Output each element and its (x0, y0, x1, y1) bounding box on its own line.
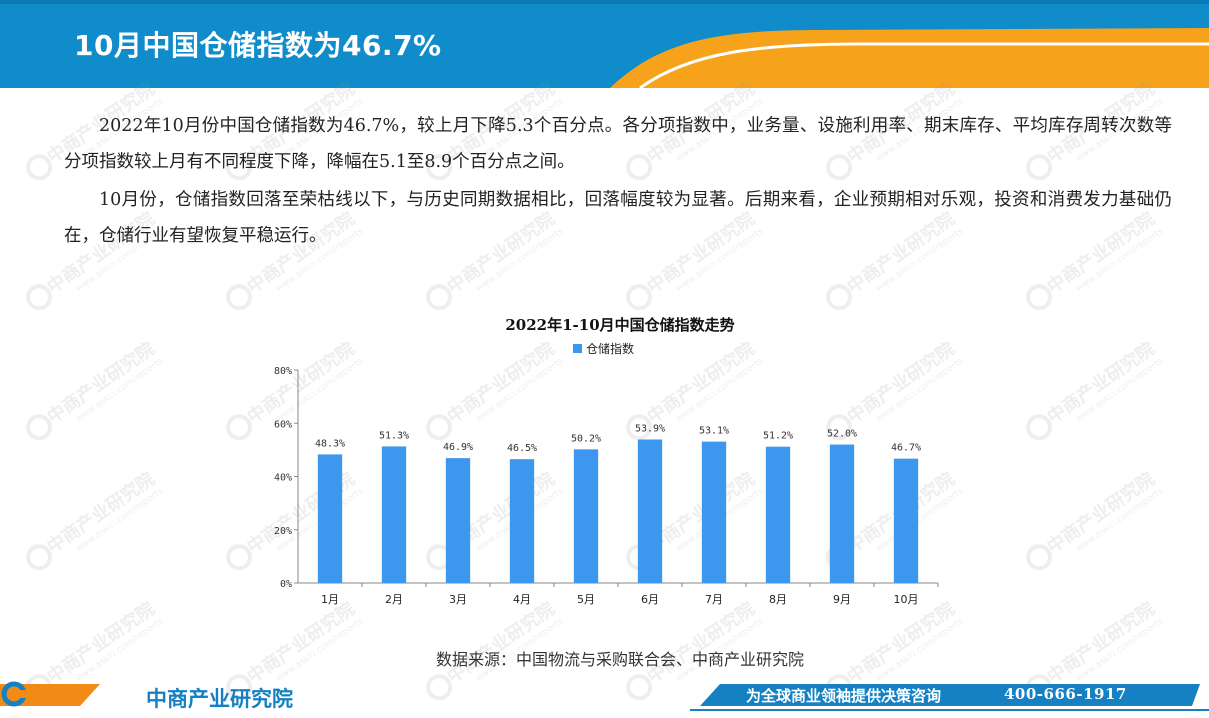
bar (701, 441, 727, 583)
x-tick-label: 4月 (513, 593, 531, 606)
chart-title: 2022年1-10月中国仓储指数走势 (505, 316, 735, 334)
paragraph-1: 2022年10月份中国仓储指数为46.7%，较上月下降5.3个百分点。各分项指数… (64, 116, 1172, 172)
watermark-logo-icon (820, 279, 858, 316)
bar (765, 446, 791, 583)
y-tick-label: 40% (274, 473, 292, 484)
data-label: 48.3% (315, 438, 345, 449)
footer-brand: 中商产业研究院 (146, 687, 293, 711)
y-tick-label: 20% (274, 526, 292, 537)
watermark-logo-icon (20, 279, 58, 316)
x-tick-label: 9月 (833, 593, 851, 606)
watermark-logo-icon (20, 539, 58, 576)
data-label: 52.0% (827, 429, 857, 440)
watermark-logo-icon (420, 279, 458, 316)
chart-legend: 仓储指数 (573, 340, 634, 357)
x-tick-label: 2月 (385, 593, 403, 606)
footer-bar: 中商产业研究院 为全球商业领袖提供决策咨询 400-666-1917 (0, 680, 1209, 718)
watermark-url: www.askci.com/reports (1074, 616, 1166, 685)
brand-logo-icon (1, 681, 28, 707)
x-tick-label: 8月 (769, 593, 787, 606)
footer-slogan: 为全球商业领袖提供决策咨询 (746, 687, 942, 705)
watermark-logo-icon (620, 279, 658, 316)
data-label: 46.7% (891, 443, 921, 454)
watermark-logo-icon (220, 539, 258, 576)
data-source: 数据来源：中国物流与采购联合会、中商产业研究院 (435, 650, 804, 669)
watermark-url: www.askci.com/reports (74, 486, 166, 555)
data-label: 53.9% (635, 423, 665, 434)
watermark-logo-icon (1020, 539, 1058, 576)
watermark-url: www.askci.com/reports (1074, 356, 1166, 425)
header-banner: 10月中国仓储指数为46.7% (0, 0, 1209, 88)
x-tick-label: 5月 (577, 593, 595, 606)
watermark-logo-icon (1020, 409, 1058, 446)
data-label: 50.2% (571, 433, 601, 444)
x-tick-label: 1月 (321, 593, 339, 606)
watermark-brand: 中商产业研究院 (43, 338, 159, 428)
watermark-logo-icon (220, 409, 258, 446)
x-tick-label: 10月 (894, 593, 919, 606)
y-tick-label: 60% (274, 419, 292, 430)
data-label: 53.1% (699, 426, 729, 437)
y-tick-label: 0% (280, 579, 292, 590)
watermark-url: www.askci.com/reports (74, 616, 166, 685)
watermark-brand: 中商产业研究院 (43, 468, 159, 558)
data-label: 46.9% (443, 442, 473, 453)
watermark-url: www.askci.com/reports (74, 356, 166, 425)
bar (637, 439, 663, 583)
data-label: 51.3% (379, 430, 409, 441)
legend-swatch (573, 344, 582, 353)
watermark-logo-icon (20, 149, 58, 186)
bar (893, 458, 919, 583)
header-decoration (0, 0, 1209, 88)
bar (573, 449, 599, 583)
footer-phone: 400-666-1917 (1004, 685, 1127, 703)
bar (829, 444, 855, 583)
bar (445, 458, 471, 583)
x-tick-label: 3月 (449, 593, 467, 606)
legend-label: 仓储指数 (586, 342, 635, 356)
data-label: 46.5% (507, 443, 537, 454)
watermark-url: www.askci.com/reports (1074, 486, 1166, 555)
watermark-brand: 中商产业研究院 (1043, 338, 1159, 428)
x-tick-label: 6月 (641, 593, 659, 606)
data-label: 51.2% (763, 431, 793, 442)
watermark-brand: 中商产业研究院 (43, 598, 159, 688)
page-title: 10月中国仓储指数为46.7% (74, 29, 442, 62)
bar (509, 459, 535, 583)
watermark-brand: 中商产业研究院 (1043, 598, 1159, 688)
watermark-brand: 中商产业研究院 (1043, 468, 1159, 558)
watermark-logo-icon (20, 409, 58, 446)
paragraph-2: 10月份，仓储指数回落至荣枯线以下，与历史同期数据相比，回落幅度较为显著。后期来… (64, 190, 1172, 246)
watermark-logo-icon (220, 279, 258, 316)
x-tick-label: 7月 (705, 593, 723, 606)
y-tick-label: 80% (274, 366, 292, 377)
watermark-logo-icon (1020, 279, 1058, 316)
bar-chart: 0% 20% 40% 60% 80% 48.3% 1月 51.3% 2月 46.9% 3月 46.5%… (274, 366, 939, 606)
bar (317, 454, 343, 583)
bar (381, 446, 407, 583)
